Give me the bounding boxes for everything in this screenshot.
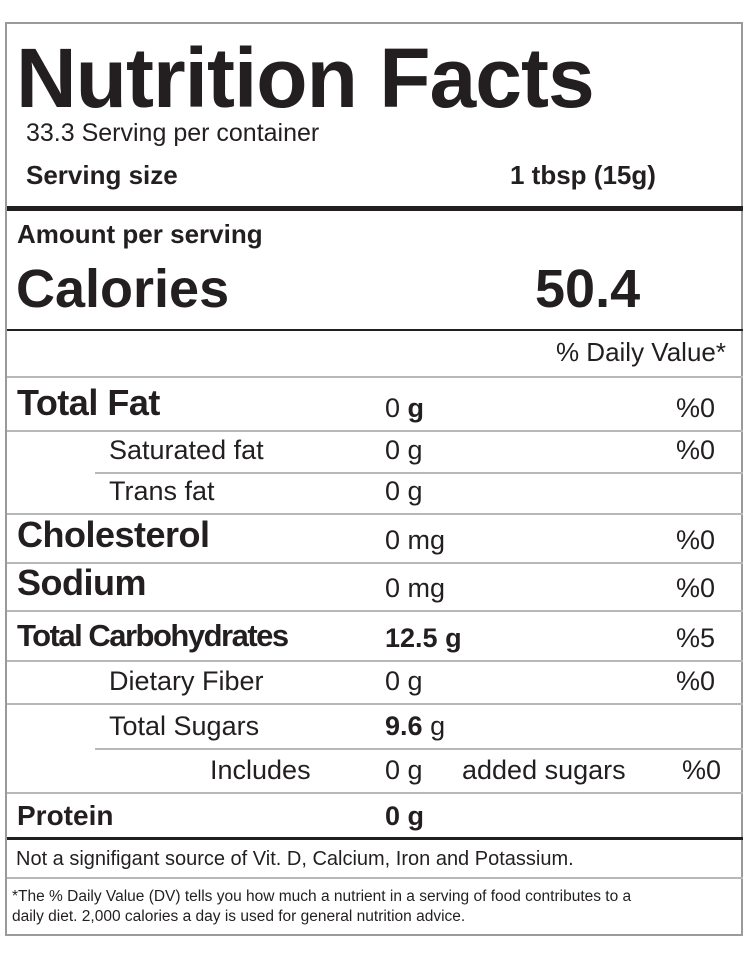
nutrient-label: Trans fat bbox=[109, 476, 215, 506]
nutrient-amount: 9.6 g bbox=[385, 711, 446, 741]
calories-label: Calories bbox=[16, 259, 230, 319]
nutrient-label: Includes bbox=[210, 755, 311, 785]
serving-size-label: Serving size bbox=[26, 160, 178, 190]
nutrition-label bbox=[5, 22, 743, 936]
nutrient-amount: 0 g bbox=[385, 666, 423, 696]
nutrient-amount: 0 g bbox=[385, 435, 423, 465]
divider bbox=[7, 660, 743, 662]
daily-value-footnote-line2: daily diet. 2,000 calories a day is used… bbox=[12, 908, 466, 925]
amount-per-serving: Amount per serving bbox=[17, 219, 263, 249]
divider bbox=[7, 610, 743, 612]
nutrient-dv: %0 bbox=[681, 755, 721, 785]
nutrient-label: Saturated fat bbox=[109, 435, 264, 465]
nutrient-row-protein: Protein 0 g bbox=[7, 794, 743, 838]
nutrient-dv: %0 bbox=[675, 666, 715, 696]
nutrient-amount: 0 g bbox=[385, 476, 423, 506]
divider-dark bbox=[7, 837, 743, 840]
nutrient-label: Protein bbox=[17, 800, 114, 831]
divider-thick bbox=[7, 206, 743, 211]
nutrient-row-total-carbohydrates: Total Carbohydrates 12.5 g %5 bbox=[7, 612, 743, 660]
servings-per-container: 33.3 Serving per container bbox=[26, 119, 320, 147]
nutrient-amount: 12.5 g bbox=[385, 623, 462, 653]
nutrient-label: Cholesterol bbox=[17, 514, 210, 555]
serving-size-value: 1 tbsp (15g) bbox=[510, 160, 656, 190]
divider bbox=[7, 703, 743, 705]
nutrient-dv: %0 bbox=[675, 393, 715, 423]
nutrient-label: Total Carbohydrates bbox=[17, 618, 289, 653]
nutrient-row-cholesterol: Cholesterol 0 mg %0 bbox=[7, 514, 743, 562]
divider bbox=[7, 562, 743, 564]
nutrient-row-saturated-fat: Saturated fat 0 g %0 bbox=[7, 432, 743, 472]
divider bbox=[7, 329, 743, 331]
divider bbox=[7, 430, 743, 432]
nutrient-label: Total Sugars bbox=[109, 711, 260, 741]
nutrient-row-sodium: Sodium 0 mg %0 bbox=[7, 562, 743, 610]
divider bbox=[7, 376, 743, 378]
nutrient-amount: 0 mg bbox=[385, 525, 446, 555]
calories-value: 50.4 bbox=[535, 259, 641, 319]
nutrient-label: Sodium bbox=[17, 562, 147, 603]
divider bbox=[95, 748, 743, 750]
nutrient-row-trans-fat: Trans fat 0 g bbox=[7, 474, 743, 513]
label-title: Nutrition Facts bbox=[16, 31, 595, 125]
daily-value-header: % Daily Value* bbox=[555, 337, 726, 367]
not-significant-note: Not a signifigant source of Vit. D, Calc… bbox=[16, 848, 574, 870]
nutrient-amount: 0 g bbox=[385, 393, 425, 423]
nutrient-label: Dietary Fiber bbox=[109, 666, 264, 696]
nutrient-amount: 0 g bbox=[385, 755, 423, 785]
nutrient-dv: %0 bbox=[675, 573, 715, 603]
nutrient-dv: %5 bbox=[675, 623, 715, 653]
nutrient-amount: 0 g bbox=[385, 801, 425, 831]
divider bbox=[7, 513, 743, 515]
nutrient-row-total-sugars: Total Sugars 9.6 g bbox=[7, 705, 743, 748]
daily-value-footnote-line1: *The % Daily Value (DV) tells you how mu… bbox=[12, 888, 632, 905]
nutrient-dv: %0 bbox=[675, 435, 715, 465]
divider bbox=[7, 877, 743, 879]
nutrient-amount: 0 mg bbox=[385, 573, 446, 603]
divider bbox=[7, 792, 743, 794]
nutrient-label: Total Fat bbox=[17, 382, 160, 423]
nutrient-dv: %0 bbox=[675, 525, 715, 555]
nutrient-row-dietary-fiber: Dietary Fiber 0 g %0 bbox=[7, 662, 743, 703]
divider bbox=[95, 472, 743, 474]
added-sugars-label: added sugars bbox=[462, 755, 626, 785]
nutrient-row-added-sugars: Includes 0 g added sugars %0 bbox=[7, 750, 743, 792]
nutrient-row-total-fat: Total Fat 0 g %0 bbox=[7, 378, 743, 430]
